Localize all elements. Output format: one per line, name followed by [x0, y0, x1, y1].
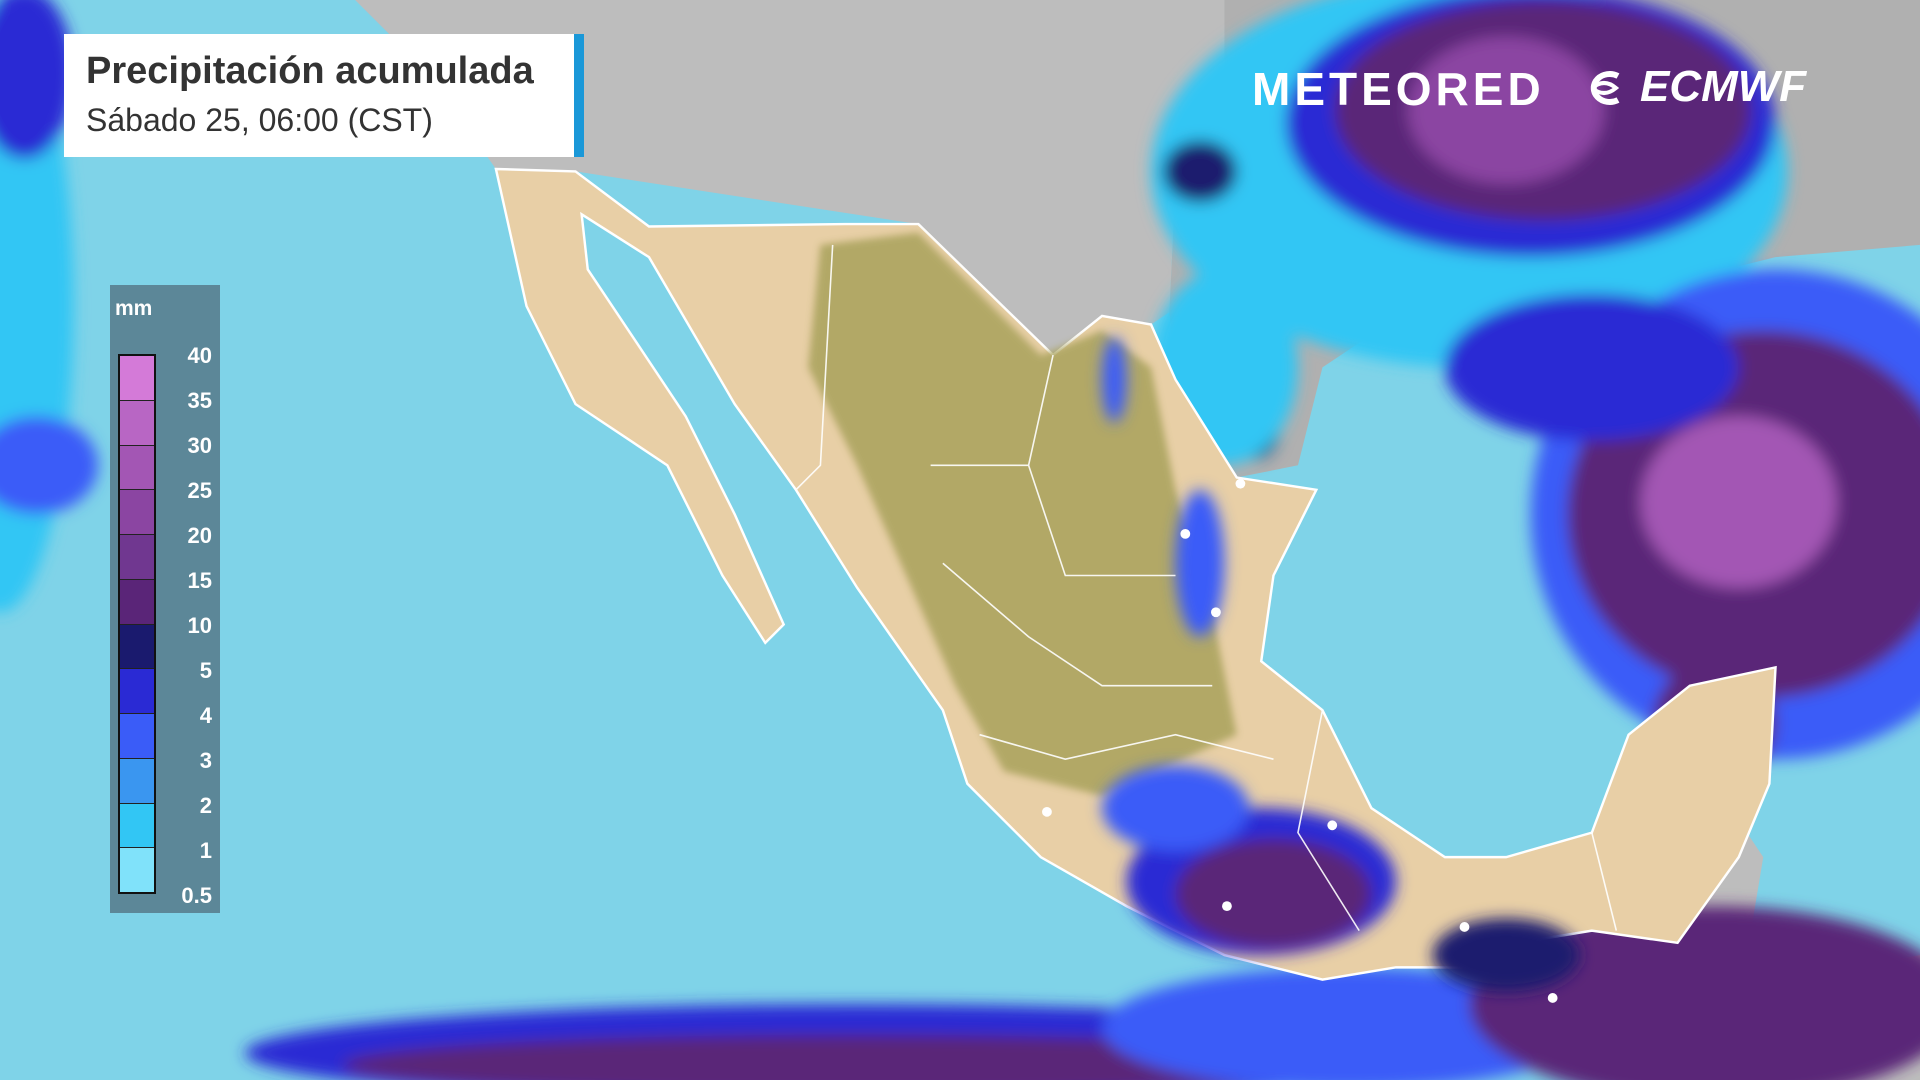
legend-swatch [120, 490, 154, 535]
map-datetime: Sábado 25, 06:00 (CST) [86, 102, 433, 138]
legend-swatch [120, 803, 154, 849]
legend-swatch [120, 758, 154, 804]
legend-color-scale [118, 354, 156, 894]
legend-tick: 3 [199, 748, 212, 773]
ecmwf-logo-icon [1590, 71, 1620, 105]
precipitation-legend: mm 40 35 30 25 20 15 10 5 4 3 2 1 0.5 [110, 285, 220, 913]
mexico-rain [1102, 336, 1580, 992]
legend-swatch [120, 624, 154, 670]
legend-tick: 2 [199, 793, 212, 818]
legend-swatch [120, 400, 154, 446]
legend-swatch [120, 445, 154, 491]
legend-swatch [120, 535, 154, 580]
city-markers [1042, 478, 1558, 1003]
legend-swatch [120, 669, 154, 714]
legend-tick: 1 [199, 838, 212, 863]
mexico-highlands [808, 232, 1237, 796]
map-title: Precipitación acumulada [86, 50, 534, 92]
title-panel: Precipitación acumulada Sábado 25, 06:00… [64, 34, 584, 157]
legend-tick: 5 [199, 658, 212, 683]
legend-tick: 4 [199, 703, 212, 728]
legend-tick: 0.5 [181, 883, 212, 908]
legend-swatch [120, 714, 154, 759]
legend-swatch [120, 848, 154, 892]
legend-tick: 30 [187, 433, 212, 458]
ecmwf-logo: ECMWF [1640, 62, 1807, 111]
legend-tick: 20 [187, 523, 212, 548]
legend-tick: 35 [187, 388, 212, 413]
legend-swatch [120, 579, 154, 625]
state-borders [795, 244, 1618, 932]
legend-unit: mm [115, 297, 153, 320]
meteored-logo: METEORED [1252, 63, 1545, 115]
legend-tick: 10 [187, 613, 212, 638]
legend-tick: 25 [187, 478, 212, 503]
legend-swatch [120, 356, 154, 401]
legend-tick: 15 [187, 568, 212, 593]
legend-tick: 40 [187, 343, 212, 368]
